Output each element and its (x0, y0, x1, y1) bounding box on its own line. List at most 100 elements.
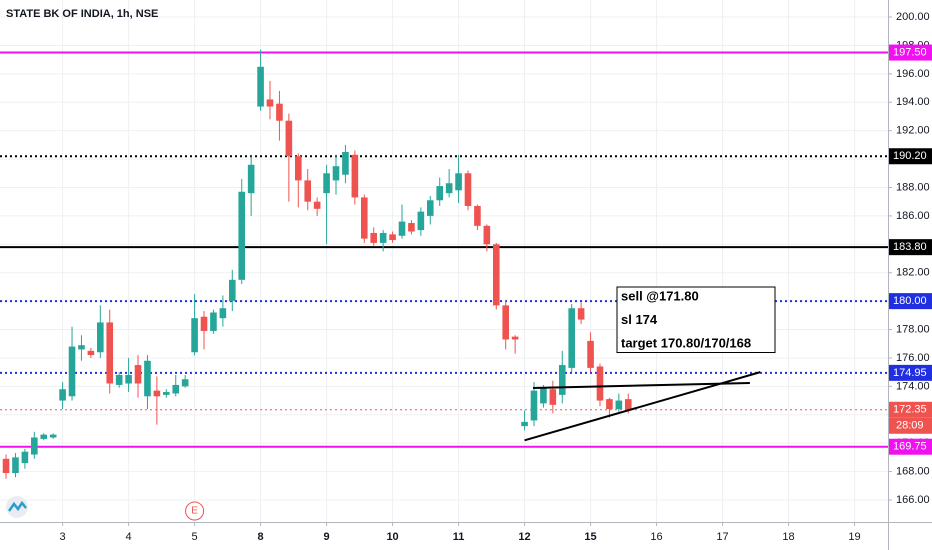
x-tick-label: 4 (126, 531, 132, 543)
level-label: 169.75 (893, 441, 927, 453)
x-tick-label: 18 (782, 531, 794, 543)
y-tick-label: 174.00 (896, 380, 930, 392)
y-tick-label: 192.00 (896, 125, 930, 137)
candle-body (266, 99, 274, 107)
event-label: E (191, 506, 198, 517)
x-tick-label: 5 (192, 531, 198, 543)
candle-body (59, 389, 66, 401)
candle-body (615, 400, 623, 410)
candle-body (78, 345, 85, 350)
y-tick-label: 196.00 (896, 68, 930, 80)
overlay: sell @171.80 sl 174 target 170.80/170/168 (524, 286, 776, 442)
y-tick-label: 200.00 (896, 11, 930, 23)
candle-body (549, 389, 557, 405)
candle-body (417, 211, 425, 231)
candle-body (540, 387, 547, 404)
candle-body (115, 374, 123, 385)
annotation-box (616, 286, 776, 353)
candle-body (379, 232, 387, 243)
candle-body (172, 384, 180, 394)
level-label: 183.80 (893, 241, 927, 253)
y-tick-label: 176.00 (896, 352, 930, 364)
candle-body (445, 183, 453, 194)
candle-body (21, 451, 29, 464)
candle-body (502, 305, 510, 340)
logo-mark (7, 500, 27, 512)
y-tick-label: 182.00 (896, 267, 930, 279)
candle-body (181, 379, 189, 387)
candle-body (106, 322, 114, 384)
y-tick-label: 188.00 (896, 181, 930, 193)
y-tick-label: 168.00 (896, 465, 930, 477)
x-tick-label: 16 (650, 531, 662, 543)
candle-body (210, 312, 217, 331)
grid (0, 0, 888, 522)
candle-body (125, 374, 132, 384)
candle-body (483, 225, 491, 245)
candle-body (31, 437, 38, 455)
candle-body (530, 390, 538, 421)
candle-body (87, 350, 95, 356)
level-label-bg (889, 401, 932, 418)
countdown-label: 28:09 (896, 420, 924, 432)
candle-body (511, 336, 519, 340)
candle-body (2, 458, 10, 473)
chart-title: STATE BK OF INDIA, 1h, NSE (6, 8, 158, 20)
candle-body (370, 232, 378, 243)
x-tick-label: 12 (518, 531, 530, 543)
level-label: 174.95 (893, 367, 927, 379)
annotation-line: sell @171.80 (621, 288, 699, 303)
candle-body (313, 201, 321, 209)
candle-body (49, 434, 57, 438)
candle-body (144, 360, 151, 397)
level-label-bg (889, 293, 932, 310)
candle-body (596, 366, 604, 401)
level-label-bg (889, 239, 932, 256)
candle-body (163, 392, 170, 395)
candle-body (464, 173, 472, 206)
x-tick-label: 11 (453, 531, 465, 543)
candle-body (521, 421, 528, 427)
candle-body (68, 346, 76, 397)
y-tick-label: 194.00 (896, 96, 930, 108)
y-tick-label: 178.00 (896, 323, 930, 335)
candle-body (97, 322, 104, 353)
candle-body (389, 234, 396, 241)
candle-body (426, 200, 434, 216)
candles (2, 49, 632, 479)
x-tick-label: 17 (716, 531, 728, 543)
candle-body (153, 390, 161, 397)
candle-body (408, 223, 415, 232)
annotation-line: target 170.80/170/168 (621, 335, 751, 350)
level-label: 180.00 (893, 295, 927, 307)
level-label-bg (889, 438, 932, 455)
level-label: 197.50 (893, 46, 927, 58)
level-label-bg (889, 44, 932, 61)
candle-body (492, 244, 500, 306)
candle-body (257, 66, 264, 107)
annotation-line: sl 174 (621, 312, 658, 327)
candle-body (568, 308, 575, 368)
candle-body (219, 308, 227, 319)
candle-body (436, 186, 444, 201)
candle-body (200, 316, 208, 331)
level-label-bg (889, 148, 932, 165)
candle-body (247, 164, 255, 194)
level-label: 190.20 (893, 150, 927, 162)
candle-body (455, 173, 462, 191)
x-tick-label: 15 (584, 531, 596, 543)
candle-body (191, 318, 198, 353)
candle-body (351, 154, 359, 198)
candle-body (474, 205, 481, 226)
x-tick-label: 9 (324, 531, 330, 543)
x-tick-label: 8 (258, 531, 264, 543)
logo (6, 496, 28, 518)
candle-body (238, 191, 246, 280)
candle-body (577, 308, 585, 320)
trendline (533, 381, 750, 390)
candle-body (40, 434, 48, 439)
candle-body (606, 399, 613, 410)
candle-body (294, 156, 302, 181)
